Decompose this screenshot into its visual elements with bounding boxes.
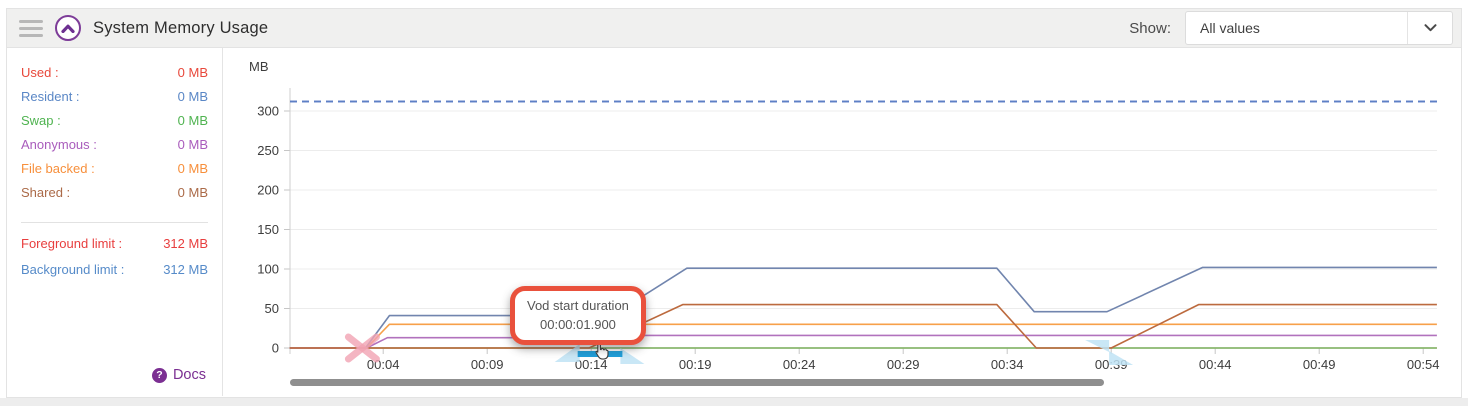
legend-panel: Used :0 MB Resident :0 MB Swap :0 MB Anonym… xyxy=(7,48,223,396)
docs-label: Docs xyxy=(172,367,206,383)
menu-icon[interactable] xyxy=(19,19,43,37)
legend-value: 0 MB xyxy=(177,113,208,128)
legend-label: Shared : xyxy=(21,185,71,200)
legend-label: Swap : xyxy=(21,113,61,128)
x-tick-label: 00:49 xyxy=(1303,357,1336,372)
y-axis-unit-label: MB xyxy=(249,59,269,74)
y-tick-label: 300 xyxy=(257,104,279,119)
system-memory-usage-widget: System Memory Usage Show: All values Use… xyxy=(6,8,1462,398)
tooltip-value: 00:00:01.900 xyxy=(540,317,616,332)
y-tick-label: 150 xyxy=(257,222,279,237)
x-tick-label: 00:54 xyxy=(1407,357,1440,372)
widget-content: Used :0 MB Resident :0 MB Swap :0 MB Anonym… xyxy=(7,48,1461,396)
series-lines xyxy=(289,266,1437,349)
x-tick-label: 00:29 xyxy=(887,357,920,372)
x-tick-label: 00:14 xyxy=(575,357,608,372)
legend-value: 0 MB xyxy=(177,65,208,80)
legend-item: Swap : 0 MB xyxy=(7,114,222,128)
page-title: System Memory Usage xyxy=(93,18,269,37)
collapse-panel-button[interactable] xyxy=(55,15,81,41)
legend-label: Foreground limit : xyxy=(21,236,123,251)
series-line-shared xyxy=(289,303,1437,349)
docs-link[interactable]: ? Docs xyxy=(151,367,222,396)
y-tick-label: 0 xyxy=(272,341,279,356)
legend-value: 0 MB xyxy=(177,161,208,176)
series-line-anonymous xyxy=(289,334,1437,349)
legend-item: Used : 0 MB xyxy=(7,66,222,80)
series-line-resident xyxy=(289,266,1437,349)
y-tick-label: 250 xyxy=(257,143,279,158)
x-tick-label: 00:19 xyxy=(679,357,712,372)
y-tick-label: 200 xyxy=(257,183,279,198)
selection-arrow-right xyxy=(620,348,645,364)
legend-value: 0 MB xyxy=(177,185,208,200)
double-arrow-marker xyxy=(1085,340,1110,352)
legend-label: Resident : xyxy=(21,89,80,104)
legend-value: 312 MB xyxy=(163,236,208,251)
legend-value: 312 MB xyxy=(163,262,208,277)
y-tick-label: 100 xyxy=(257,262,279,277)
x-axis: 00:0400:0900:1400:1900:2400:2900:3400:39… xyxy=(367,348,1440,372)
legend-item: Resident : 0 MB xyxy=(7,90,222,104)
selection-arrow-left xyxy=(554,344,580,362)
chart-markers xyxy=(344,333,1134,365)
header-controls: Show: All values xyxy=(1129,11,1453,45)
chevron-up-icon xyxy=(61,24,75,33)
legend-label: File backed : xyxy=(21,161,95,176)
tooltip-title: Vod start duration xyxy=(527,298,629,313)
legend-label: Background limit : xyxy=(21,262,125,277)
legend-item: Background limit : 312 MB xyxy=(7,263,222,277)
legend-item: Shared : 0 MB xyxy=(7,186,222,200)
legend-item: Foreground limit : 312 MB xyxy=(7,237,222,251)
legend-value: 0 MB xyxy=(177,137,208,152)
legend-divider xyxy=(21,222,208,223)
legend-label: Used : xyxy=(21,65,59,80)
show-label: Show: xyxy=(1129,19,1171,37)
x-tick-label: 00:09 xyxy=(471,357,504,372)
chevron-down-icon xyxy=(1407,12,1452,44)
legend-item: File backed : 0 MB xyxy=(7,162,222,176)
legend-value: 0 MB xyxy=(177,89,208,104)
double-arrow-marker xyxy=(1109,351,1134,365)
horizontal-scrollbar-thumb[interactable] xyxy=(290,379,1104,386)
dropdown-selected-value: All values xyxy=(1200,20,1260,36)
x-tick-label: 00:44 xyxy=(1199,357,1232,372)
widget-header: System Memory Usage Show: All values xyxy=(7,9,1461,48)
chart-tooltip: Vod start duration 00:00:01.900 xyxy=(510,286,646,345)
limit-list: Foreground limit :312 MB Background limit… xyxy=(7,237,222,289)
x-tick-label: 00:34 xyxy=(991,357,1024,372)
y-tick-label: 50 xyxy=(265,301,279,316)
show-values-dropdown[interactable]: All values xyxy=(1185,11,1453,45)
x-tick-label: 00:24 xyxy=(783,357,816,372)
question-mark-icon: ? xyxy=(151,367,167,383)
page-bottom-strip xyxy=(0,398,1468,406)
chart-panel: MB 0 50 100 150 200 250 300 00:04 00:09 00:14 00:1… xyxy=(223,48,1461,396)
legend-list: Used :0 MB Resident :0 MB Swap :0 MB Anonym… xyxy=(7,66,222,210)
legend-label: Anonymous : xyxy=(21,137,97,152)
legend-item: Anonymous : 0 MB xyxy=(7,138,222,152)
x-cross-marker xyxy=(344,333,380,363)
